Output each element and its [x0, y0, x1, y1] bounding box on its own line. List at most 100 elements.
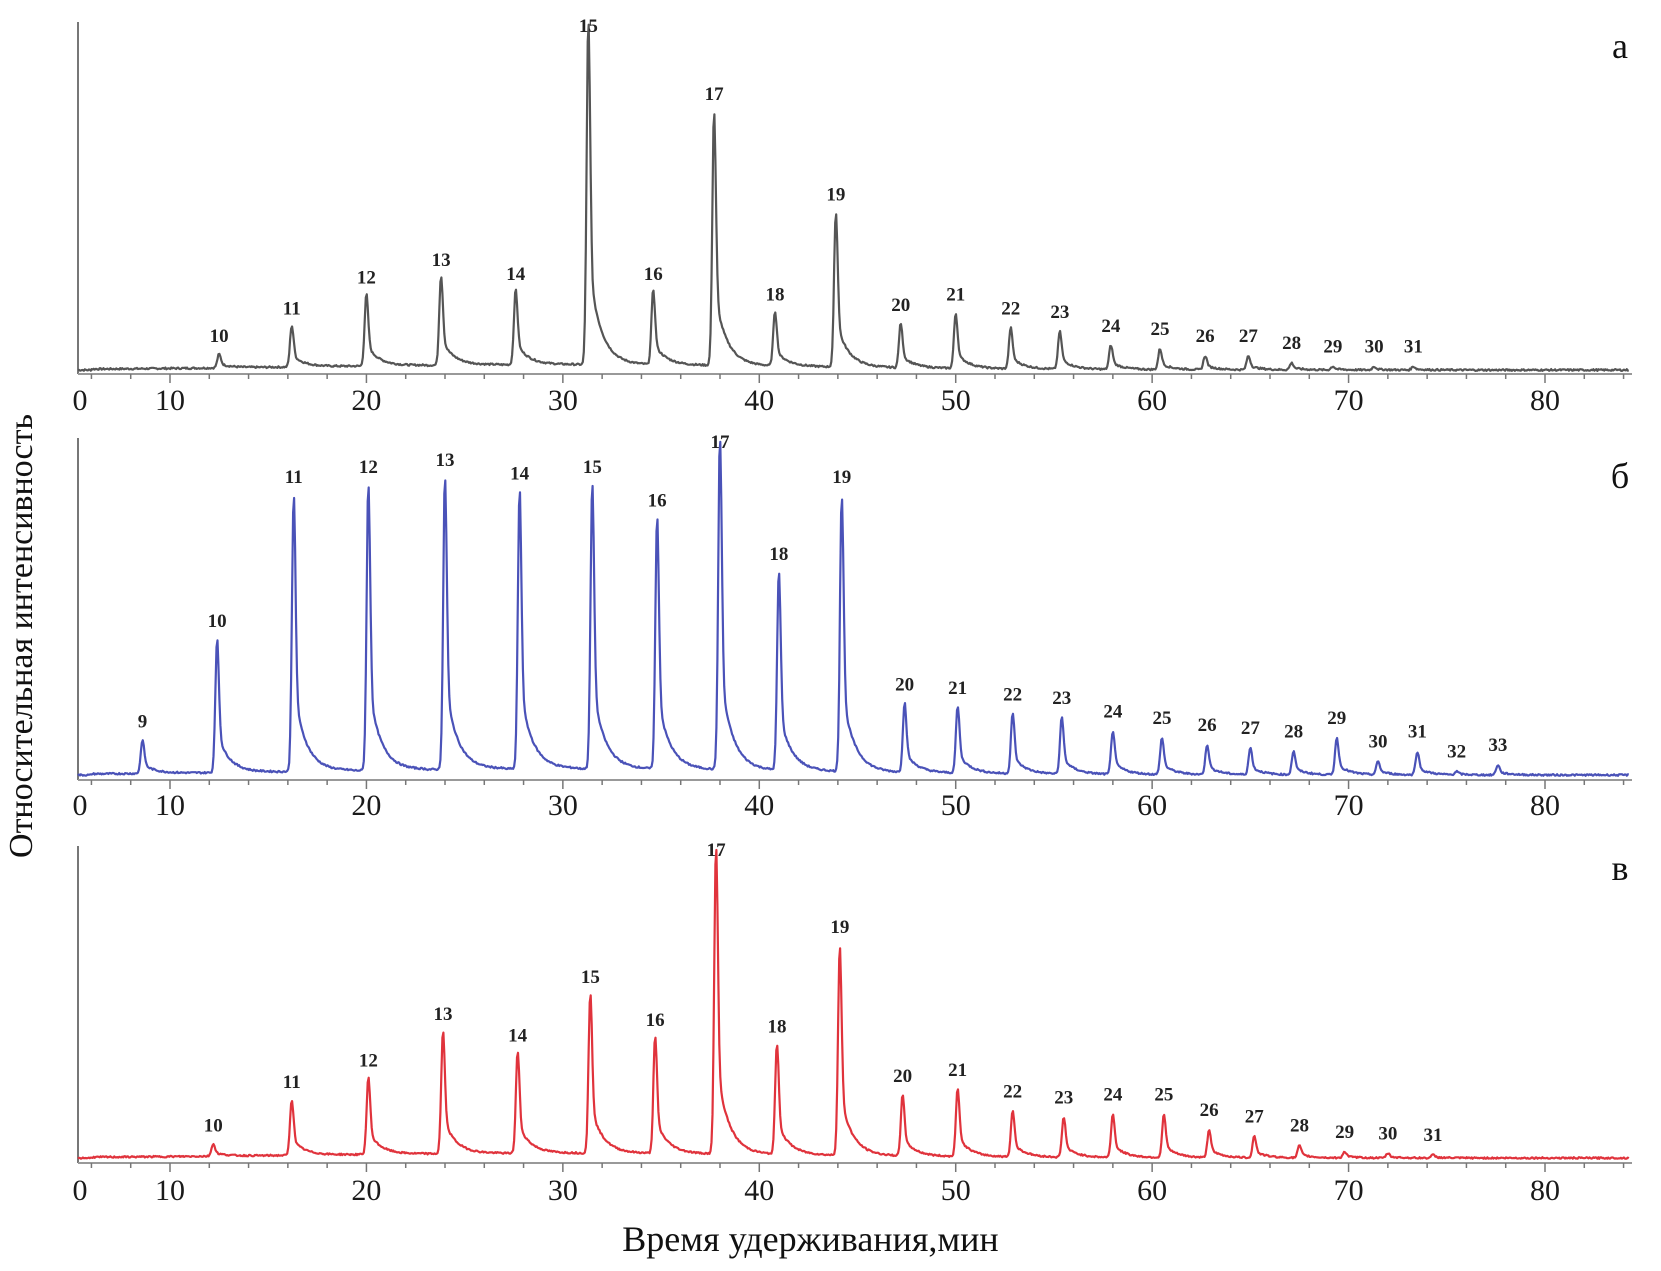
peak-label: 27 — [1245, 1106, 1265, 1127]
peak-label: 28 — [1284, 722, 1303, 743]
x-tick-label: 20 — [351, 789, 381, 822]
x-tick-label: 60 — [1137, 1174, 1167, 1207]
peak-label: 14 — [506, 264, 526, 285]
peak-label: 17 — [705, 84, 725, 105]
x-tick-label: 0 — [73, 1174, 88, 1207]
panel-label: в — [1612, 848, 1629, 888]
peak-label: 13 — [434, 1004, 453, 1025]
peak-label: 12 — [357, 267, 376, 288]
x-tick-label: 50 — [941, 1174, 971, 1207]
peak-label: 18 — [766, 285, 785, 306]
peak-label: 21 — [946, 285, 965, 306]
peak-label: 9 — [138, 712, 148, 733]
peak-label: 10 — [210, 326, 229, 347]
peak-label: 22 — [1003, 1082, 1022, 1103]
peak-label: 26 — [1200, 1100, 1219, 1121]
peak-label: 18 — [767, 1016, 786, 1037]
peak-label: 15 — [579, 16, 598, 37]
peak-label: 11 — [283, 298, 301, 319]
peak-label: 25 — [1154, 1085, 1173, 1106]
peak-label: 13 — [432, 250, 451, 271]
y-axis-label-container: Относительная интенсивность — [2, 0, 42, 1271]
peak-label: 14 — [510, 464, 530, 485]
peak-label: 31 — [1404, 337, 1423, 358]
peak-label: 17 — [707, 840, 727, 861]
peak-label: 17 — [711, 432, 731, 453]
peak-label: 32 — [1447, 742, 1466, 763]
y-axis-label: Относительная интенсивность — [3, 413, 40, 858]
peak-label: 14 — [508, 1026, 528, 1047]
peak-label: 29 — [1323, 337, 1342, 358]
panel-c: 0 10 20 30 40 50 60 70 80 10 11 12 13 14 15 16 17 18 19 20 2… — [73, 840, 1632, 1207]
peak-label: 15 — [583, 457, 602, 478]
trace-b — [77, 440, 1629, 777]
peak-label: 15 — [581, 967, 600, 988]
peak-label: 10 — [208, 611, 227, 632]
peak-label: 12 — [359, 457, 378, 478]
peak-label: 16 — [644, 264, 663, 285]
peak-label: 22 — [1001, 298, 1020, 319]
x-tick-label: 10 — [155, 1174, 185, 1207]
x-tick-label: 80 — [1530, 1174, 1560, 1207]
x-tick-label: 60 — [1137, 789, 1167, 822]
peak-label: 29 — [1327, 708, 1346, 729]
peak-label: 25 — [1152, 708, 1171, 729]
peak-label: 31 — [1408, 722, 1427, 743]
peak-label: 29 — [1335, 1122, 1354, 1143]
x-tick-label: 50 — [941, 789, 971, 822]
peak-label: 10 — [204, 1116, 223, 1137]
peak-label: 16 — [646, 1010, 665, 1031]
peak-label: 20 — [893, 1066, 912, 1087]
peak-label: 12 — [359, 1051, 378, 1072]
peak-label: 24 — [1103, 701, 1123, 722]
peak-label: 23 — [1052, 688, 1071, 709]
peak-label: 26 — [1198, 715, 1217, 736]
peak-label: 16 — [648, 490, 667, 511]
x-tick-label: 70 — [1334, 789, 1364, 822]
x-tick-label: 10 — [155, 789, 185, 822]
x-tick-label: 80 — [1530, 789, 1560, 822]
peak-label: 13 — [436, 450, 455, 471]
peak-label: 22 — [1003, 685, 1022, 706]
x-tick-label: 20 — [351, 1174, 381, 1207]
x-tick-label: 20 — [351, 384, 381, 417]
peak-label: 19 — [826, 184, 845, 205]
peak-label: 23 — [1050, 302, 1069, 323]
peak-label: 19 — [830, 917, 849, 938]
trace-a — [77, 23, 1629, 372]
peak-label: 30 — [1378, 1123, 1397, 1144]
peak-label: 28 — [1290, 1116, 1309, 1137]
x-tick-label: 0 — [73, 384, 88, 417]
peak-label: 19 — [832, 467, 851, 488]
peak-label: 21 — [948, 1060, 967, 1081]
x-tick-label: 40 — [744, 384, 774, 417]
trace-c — [77, 848, 1630, 1160]
peak-label: 21 — [948, 678, 967, 699]
peak-label: 24 — [1103, 1085, 1123, 1106]
peak-label: 31 — [1424, 1125, 1443, 1146]
peak-label: 27 — [1241, 718, 1261, 739]
peak-label: 11 — [283, 1072, 301, 1093]
peak-label: 28 — [1282, 333, 1301, 354]
x-tick-label: 30 — [548, 1174, 578, 1207]
panel-label: б — [1611, 456, 1629, 496]
peak-label: 26 — [1196, 326, 1215, 347]
x-axis-label: Время удерживания,мин — [622, 1219, 999, 1259]
peak-label: 23 — [1054, 1088, 1073, 1109]
peak-label: 33 — [1488, 735, 1507, 756]
peak-label: 30 — [1365, 337, 1384, 358]
x-tick-label: 30 — [548, 789, 578, 822]
x-tick-label: 80 — [1530, 384, 1560, 417]
x-tick-label: 30 — [548, 384, 578, 417]
x-tick-label: 70 — [1334, 384, 1364, 417]
peak-label: 24 — [1101, 316, 1121, 337]
panel-a: 0 10 20 30 40 50 60 70 80 10 11 12 13 14 15 16 17 18 19 20 2… — [73, 16, 1632, 417]
x-axis-label-container: Время удерживания,мин — [0, 1218, 1661, 1260]
x-tick-label: 60 — [1137, 384, 1167, 417]
x-tick-label: 50 — [941, 384, 971, 417]
panel-label: а — [1612, 26, 1628, 66]
x-tick-label: 10 — [155, 384, 185, 417]
peak-label: 11 — [285, 467, 303, 488]
x-tick-label: 0 — [73, 789, 88, 822]
